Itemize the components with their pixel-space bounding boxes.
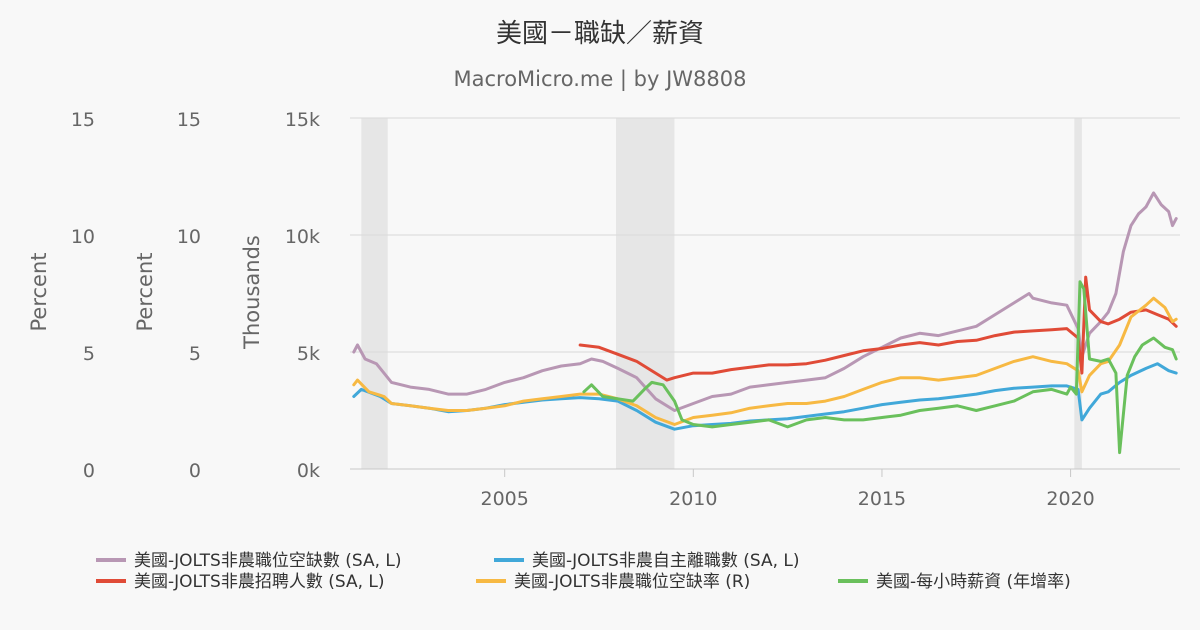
y-tick-label: 5: [83, 343, 95, 365]
y-axis-title: Percent: [27, 252, 51, 331]
axis-thousands: 15k 10k 5k 0k Thousands: [240, 109, 320, 482]
y-tick-label: 5k: [297, 343, 320, 365]
x-tick-label: 2005: [481, 488, 529, 510]
legend-item[interactable]: 美國-每小時薪資 (年增率): [838, 572, 1071, 592]
chart-title: 美國－職缺／薪資: [496, 19, 704, 49]
y-tick-label: 5: [189, 343, 201, 365]
y-tick-label: 10k: [285, 226, 320, 248]
series-lines: [352, 191, 1178, 455]
series-line: [578, 275, 1178, 382]
y-tick-label: 10: [177, 226, 201, 248]
legend-label: 美國-JOLTS非農招聘人數 (SA, L): [134, 572, 385, 592]
x-tick-label: 2020: [1046, 488, 1094, 510]
legend-label: 美國-JOLTS非農職位空缺數 (SA, L): [134, 551, 402, 571]
y-axis-title: Thousands: [240, 235, 264, 350]
axis-percent-2: 15 10 5 0 Percent: [133, 109, 201, 482]
legend-item[interactable]: 美國-JOLTS非農招聘人數 (SA, L): [96, 572, 385, 592]
axis-percent-1: 15 10 5 0 Percent: [27, 109, 95, 482]
x-tick-label: 2015: [858, 488, 906, 510]
legend: 美國-JOLTS非農職位空缺數 (SA, L) 美國-JOLTS非農自主離職數 …: [96, 551, 1071, 592]
series-line: [582, 280, 1178, 455]
y-tick-label: 0: [83, 460, 95, 482]
gridlines: [350, 117, 1180, 470]
legend-label: 美國-JOLTS非農職位空缺率 (R): [514, 572, 750, 592]
y-tick-label: 15k: [285, 109, 320, 131]
x-axis: 2005 2010 2015 2020: [481, 469, 1095, 510]
legend-item[interactable]: 美國-JOLTS非農職位空缺率 (R): [476, 572, 750, 592]
legend-item[interactable]: 美國-JOLTS非農職位空缺數 (SA, L): [96, 551, 402, 571]
recession-bands: [361, 118, 1082, 469]
y-axis-title: Percent: [133, 252, 157, 331]
legend-label: 美國-每小時薪資 (年增率): [876, 572, 1071, 592]
series-line: [352, 296, 1178, 426]
chart-subtitle: MacroMicro.me | by JW8808: [453, 67, 746, 92]
x-tick-label: 2010: [669, 488, 717, 510]
y-tick-label: 15: [71, 109, 95, 131]
recession-band: [361, 118, 388, 469]
y-tick-label: 0k: [297, 460, 320, 482]
y-tick-label: 15: [177, 109, 201, 131]
y-tick-label: 0: [189, 460, 201, 482]
series-line: [352, 191, 1178, 412]
legend-label: 美國-JOLTS非農自主離職數 (SA, L): [532, 551, 800, 571]
y-tick-label: 10: [71, 226, 95, 248]
legend-item[interactable]: 美國-JOLTS非農自主離職數 (SA, L): [494, 551, 800, 571]
